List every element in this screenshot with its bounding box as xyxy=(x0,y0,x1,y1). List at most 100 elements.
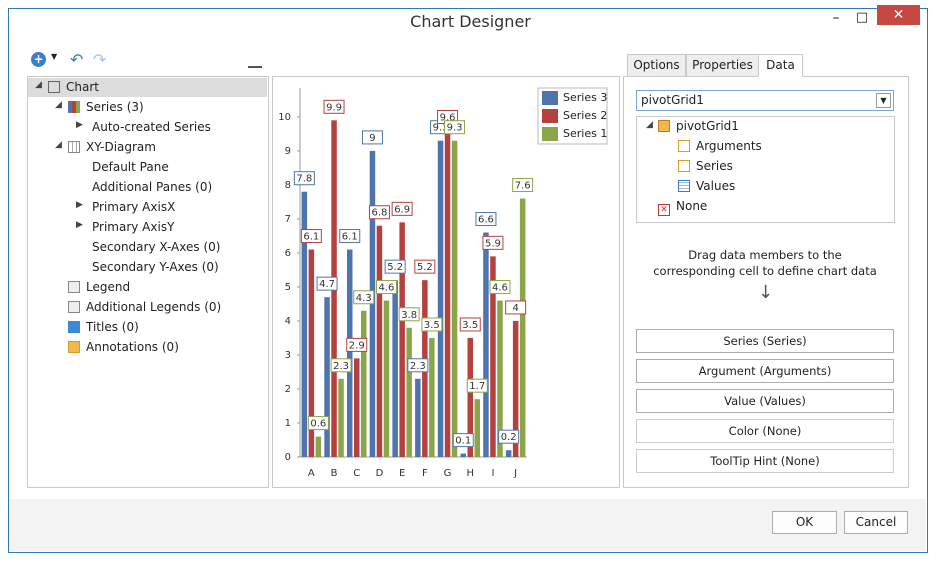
data-label: 9.6 xyxy=(440,113,456,124)
data-label-box xyxy=(489,280,511,295)
expand-arrow[interactable]: ◢ xyxy=(35,80,42,90)
data-label-box xyxy=(316,276,338,291)
bar xyxy=(361,310,367,457)
bar xyxy=(392,280,398,457)
x-tick-label: E xyxy=(399,468,405,479)
tree-item[interactable]: Annotations (0) xyxy=(68,340,179,354)
cancel-button[interactable]: Cancel xyxy=(844,511,908,534)
binding-cell[interactable]: Color (None) xyxy=(636,419,894,443)
expand-arrow[interactable]: ◢ xyxy=(55,140,62,150)
field-item[interactable]: pivotGrid1 xyxy=(658,119,739,133)
add-dropdown[interactable]: ▼ xyxy=(51,52,58,61)
data-label: 4.6 xyxy=(492,283,508,294)
tree-item[interactable]: Auto-created Series xyxy=(92,120,211,134)
tree-item[interactable]: Default Pane xyxy=(92,160,169,174)
field-item[interactable]: ✕ None xyxy=(658,199,707,216)
field-label: Arguments xyxy=(696,139,762,153)
bar xyxy=(308,249,315,457)
data-label-box xyxy=(475,212,497,227)
data-label-box xyxy=(391,201,413,216)
field-item[interactable]: Values xyxy=(678,179,735,193)
data-label: 6.1 xyxy=(342,232,358,243)
field-label: Series xyxy=(696,159,733,173)
expand-arrow[interactable]: ▶ xyxy=(76,120,83,130)
x-tick-label: C xyxy=(353,468,360,479)
tree-item[interactable]: Secondary X-Axes (0) xyxy=(92,240,221,254)
y-tick-label: 6 xyxy=(285,248,291,259)
chart-wizard-button[interactable] xyxy=(248,52,262,68)
data-label: 9.3 xyxy=(447,123,463,134)
tree-item[interactable]: Series (3) xyxy=(68,100,144,114)
x-tick-label: H xyxy=(466,468,474,479)
tree-item[interactable]: Secondary Y-Axes (0) xyxy=(92,260,219,274)
data-label: 4.3 xyxy=(356,293,372,304)
data-label-box xyxy=(368,205,390,220)
tree-item[interactable]: XY-Diagram xyxy=(68,140,156,154)
binding-cell[interactable]: ToolTip Hint (None) xyxy=(636,449,894,473)
y-tick-label: 7 xyxy=(285,214,291,225)
minimize-button[interactable]: – xyxy=(832,10,840,26)
bar xyxy=(505,450,512,457)
tree-item[interactable]: Additional Legends (0) xyxy=(68,300,221,314)
tree-item[interactable]: Chart xyxy=(48,80,99,94)
expand-arrow[interactable]: ◢ xyxy=(55,100,62,110)
bar xyxy=(338,378,344,457)
field-item[interactable]: Arguments xyxy=(678,139,762,153)
field-item[interactable]: Series xyxy=(678,159,733,173)
bar xyxy=(429,337,435,457)
data-label-box xyxy=(505,300,527,315)
data-label: 6.1 xyxy=(303,232,319,243)
bar xyxy=(437,140,444,457)
tab[interactable]: Properties xyxy=(686,54,759,77)
data-label: 6.6 xyxy=(478,215,494,226)
data-label: 6.8 xyxy=(371,208,387,219)
binding-cell[interactable]: Argument (Arguments) xyxy=(636,359,894,383)
tree-label: Titles (0) xyxy=(86,320,139,334)
tab[interactable]: Options xyxy=(627,54,686,77)
hint-text: Drag data members to the corresponding c… xyxy=(653,248,877,278)
data-label-box xyxy=(421,317,443,332)
undo-button[interactable]: ↶ xyxy=(70,50,84,69)
data-label: 5.2 xyxy=(387,262,403,273)
tab-selected[interactable]: Data xyxy=(758,54,803,77)
y-tick-label: 0 xyxy=(285,452,291,463)
y-tick-label: 4 xyxy=(285,316,291,327)
data-label: 0.6 xyxy=(310,419,326,430)
bar xyxy=(519,198,526,457)
datasource-dropdown[interactable]: pivotGrid1 ▼ xyxy=(636,90,894,111)
binding-cell[interactable]: Value (Values) xyxy=(636,389,894,413)
data-label: 0.1 xyxy=(455,436,471,447)
field-label: pivotGrid1 xyxy=(676,119,739,133)
data-label-box xyxy=(466,378,488,393)
maximize-button[interactable]: □ xyxy=(855,10,869,25)
data-label: 0.2 xyxy=(501,432,517,443)
expand-arrow[interactable]: ▶ xyxy=(76,200,83,210)
data-label-box xyxy=(375,280,397,295)
data-label-box xyxy=(346,337,368,352)
data-label: 9 xyxy=(369,133,375,144)
expand-arrow[interactable]: ◢ xyxy=(646,120,653,130)
data-label: 3.5 xyxy=(462,320,478,331)
binding-cell[interactable]: Series (Series) xyxy=(636,329,894,353)
expand-arrow[interactable]: ▶ xyxy=(76,220,83,230)
tree-item[interactable]: Primary AxisY xyxy=(92,220,175,234)
tree-item[interactable]: Titles (0) xyxy=(68,320,139,334)
data-label-box xyxy=(414,259,436,274)
y-tick-label: 8 xyxy=(285,180,291,191)
tree-item[interactable]: Additional Panes (0) xyxy=(92,180,213,194)
tree-item[interactable]: Primary AxisX xyxy=(92,200,176,214)
data-label-box xyxy=(339,229,361,244)
field-tree xyxy=(636,116,895,223)
redo-button[interactable]: ↷ xyxy=(93,50,107,69)
tree-label: Chart xyxy=(66,80,99,94)
data-label: 1.7 xyxy=(469,381,485,392)
bar xyxy=(399,222,405,457)
add-button[interactable]: + xyxy=(31,52,46,67)
tree-item[interactable]: Legend xyxy=(68,280,130,294)
data-label-box xyxy=(444,120,466,135)
bar xyxy=(483,232,489,457)
close-button[interactable]: ✕ xyxy=(877,5,920,25)
bar xyxy=(415,378,421,457)
ok-button[interactable]: OK xyxy=(772,511,837,534)
dropdown-value: pivotGrid1 xyxy=(641,93,704,107)
